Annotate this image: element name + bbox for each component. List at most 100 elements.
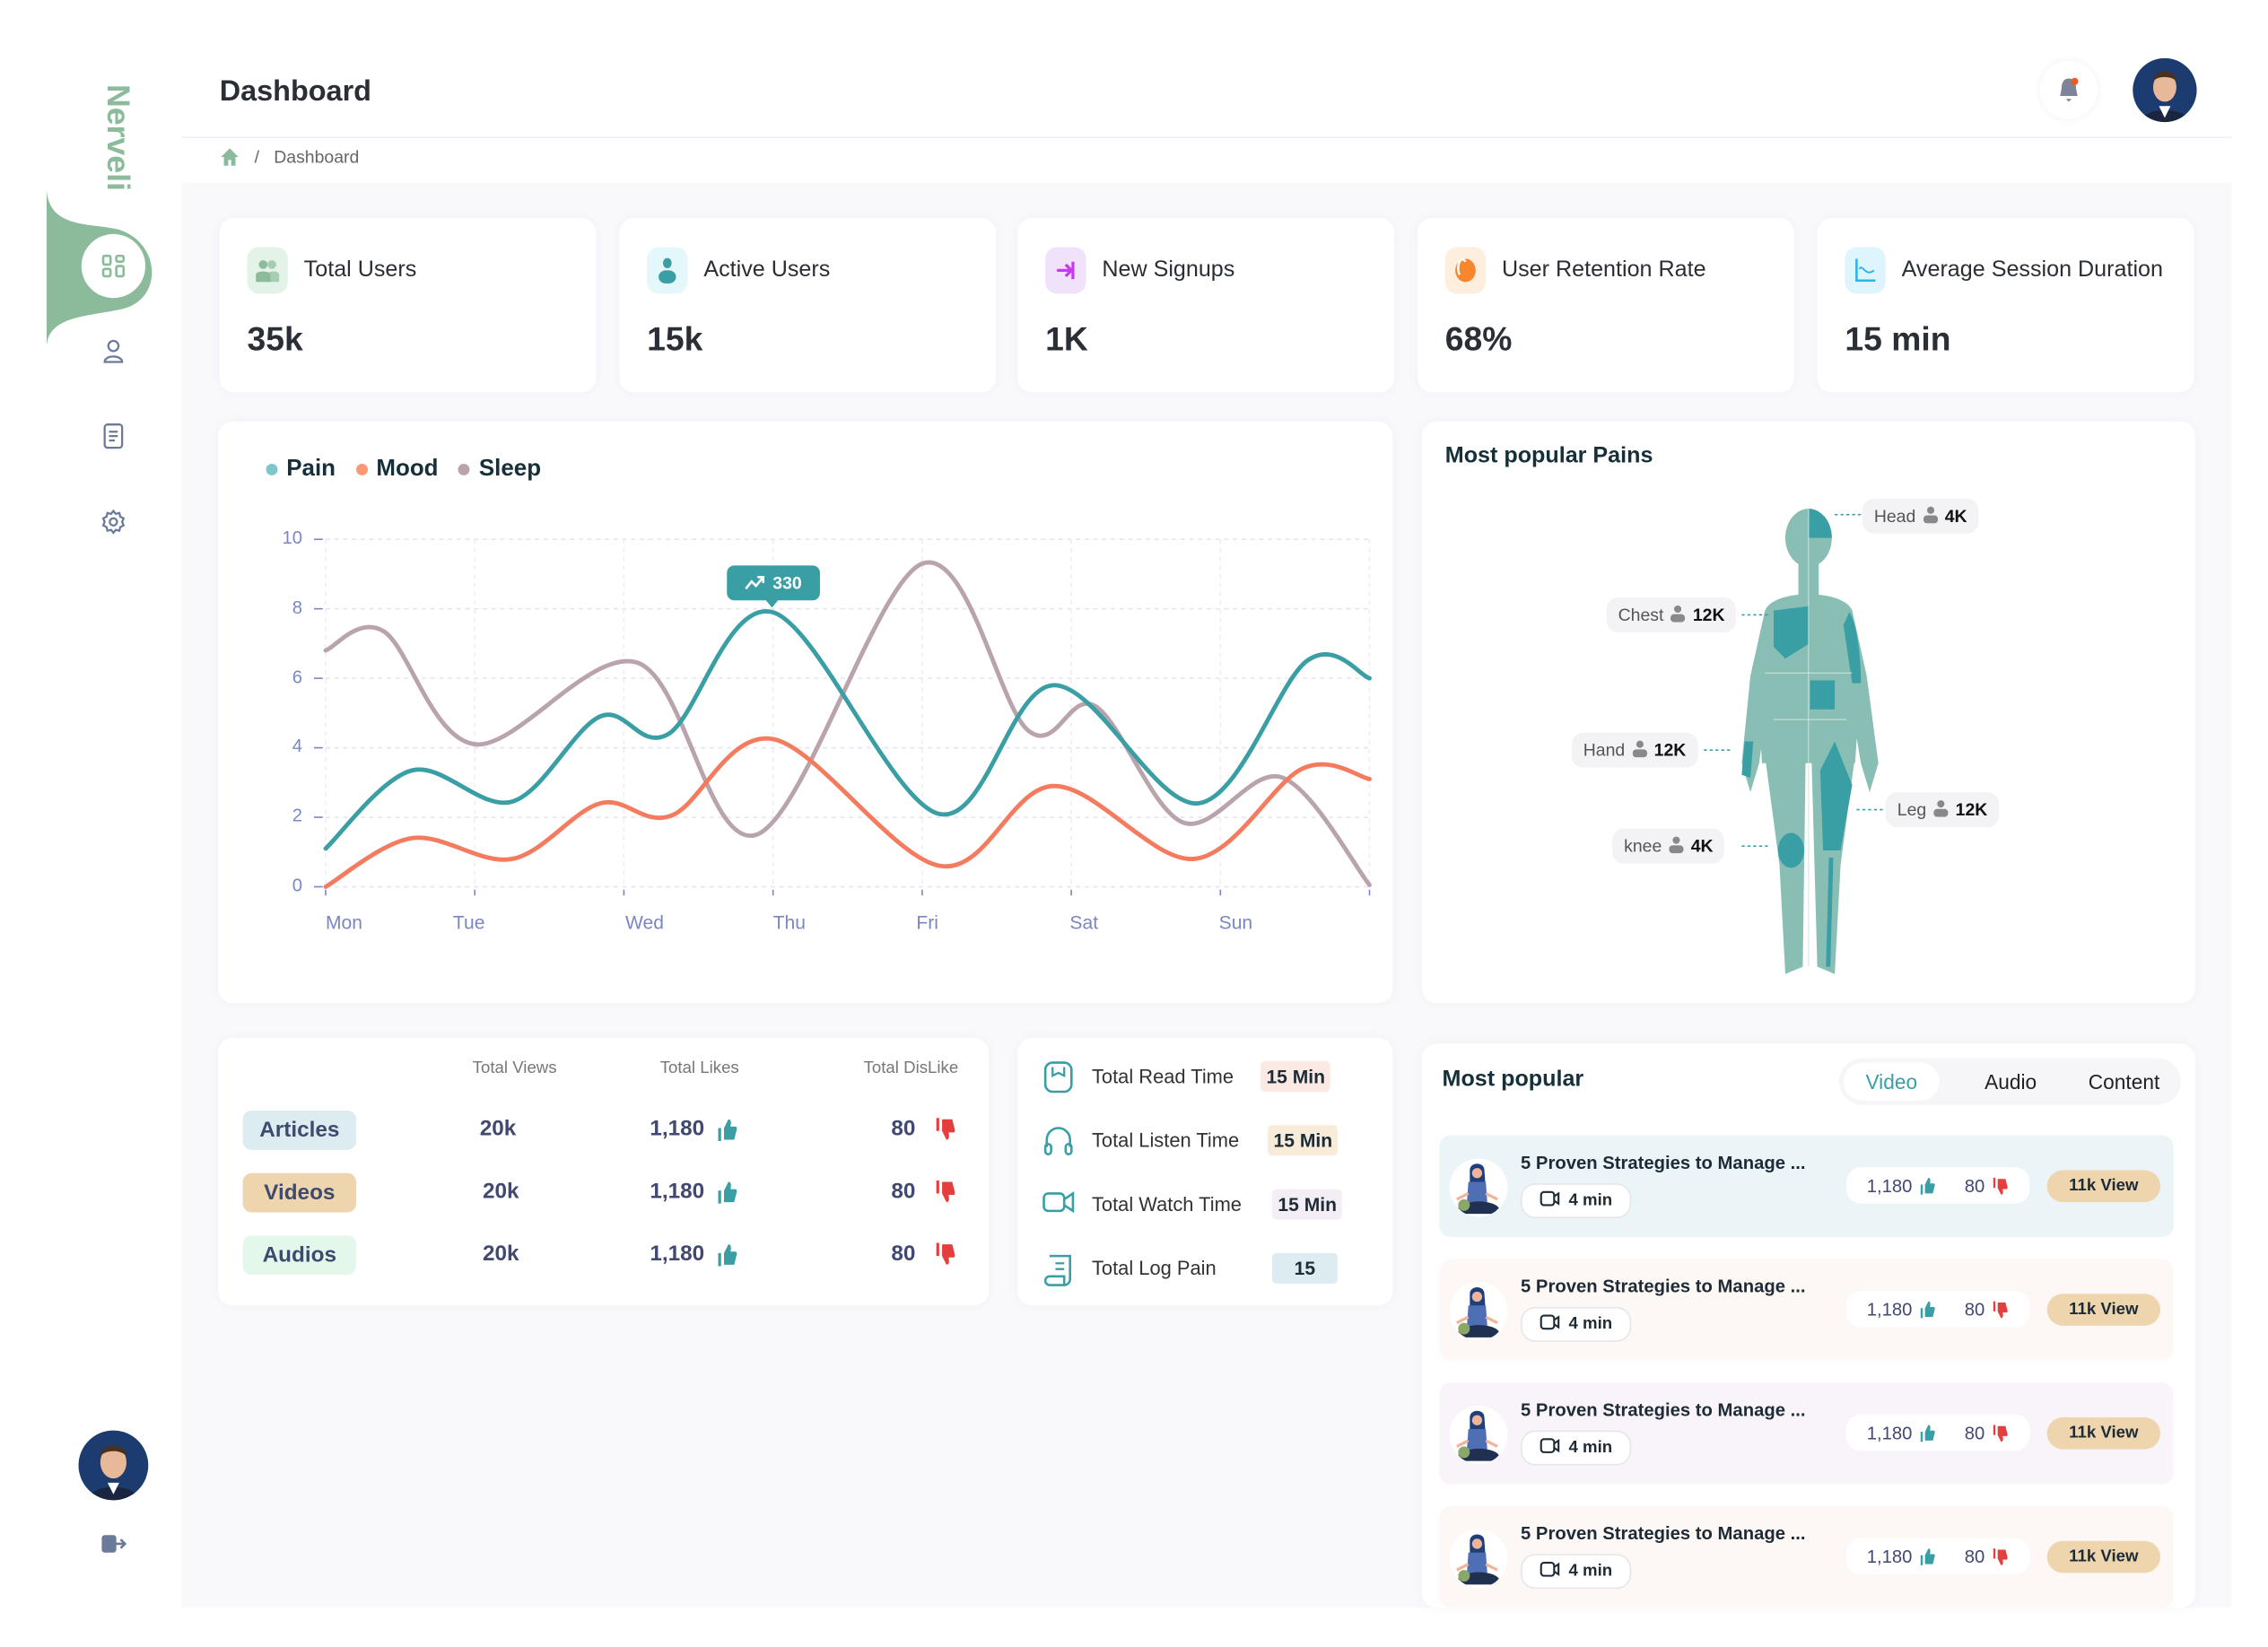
sidebar-avatar[interactable]	[78, 1430, 149, 1501]
pain-connectors	[1704, 513, 1886, 847]
person-icon	[1670, 604, 1686, 625]
headphones-icon	[1042, 1125, 1075, 1164]
meditation-illustration	[1456, 1410, 1499, 1461]
stat-label: Total Users	[303, 257, 417, 283]
stat-label: Average Session Duration	[1901, 257, 2163, 283]
item-title[interactable]: 5 Proven Strategies to Manage ...	[1521, 1523, 1806, 1544]
thumbs-up-icon	[1921, 1547, 1936, 1565]
user-avatar[interactable]	[2133, 57, 2197, 123]
pain-label: knee	[1624, 835, 1662, 857]
user-icon	[103, 339, 124, 363]
pain-tag-chest[interactable]: Chest 12K	[1606, 597, 1737, 632]
logout-button[interactable]	[96, 1527, 131, 1562]
tab-audio[interactable]: Audio	[1984, 1069, 2037, 1094]
views-button[interactable]: 11k View	[2046, 1170, 2161, 1203]
x-tick-label: Sat	[1069, 911, 1099, 934]
sidebar-item-dashboard[interactable]	[81, 233, 146, 299]
person-icon	[1669, 835, 1684, 857]
pain-tag-leg[interactable]: Leg 12K	[1885, 792, 2000, 828]
column-header: Total Views	[472, 1059, 557, 1077]
stat-card: Average Session Duration 15 min	[1817, 218, 2194, 393]
trend-up-icon	[746, 576, 765, 590]
stat-card: New Signups 1K	[1017, 218, 1395, 393]
time-stat-value: 15 Min	[1268, 1125, 1339, 1156]
meditation-illustration	[1456, 1534, 1499, 1585]
thumbs-up-icon	[1921, 1547, 1936, 1565]
sidebar-item-documents[interactable]	[96, 419, 131, 454]
meditation-illustration	[1456, 1286, 1499, 1338]
dislikes-cell: 80	[891, 1179, 916, 1204]
stat-card: Total Users 35k	[219, 218, 597, 393]
dislikes-cell: 80	[891, 1116, 916, 1142]
reactions: 1,180 80	[1846, 1167, 2030, 1204]
item-thumbnail	[1449, 1529, 1508, 1588]
logout-icon	[101, 1535, 126, 1553]
dislikes-count: 80	[1964, 1422, 1985, 1443]
thumbs-down-icon	[1993, 1424, 2009, 1442]
thumbs-up-icon	[718, 1244, 737, 1267]
stat-card: User Retention Rate 68%	[1417, 218, 1794, 393]
pain-label: Hand	[1583, 739, 1626, 761]
series-line-mood[interactable]	[323, 736, 1372, 889]
avatar-image	[2140, 71, 2190, 123]
video-icon	[1540, 1438, 1560, 1459]
trend-chart-card: Pain Mood Sleep	[218, 421, 1393, 1004]
y-tick-label: 0	[292, 875, 303, 896]
series-line-pain[interactable]	[323, 608, 1372, 851]
notification-button[interactable]	[2039, 61, 2098, 119]
pain-count: 4K	[1944, 505, 1967, 527]
gear-icon	[101, 509, 126, 535]
content-type-audios[interactable]: Audios	[242, 1235, 357, 1276]
breadcrumb-current[interactable]: Dashboard	[274, 146, 360, 168]
item-thumbnail	[1449, 1282, 1508, 1341]
stat-value: 35k	[247, 319, 303, 358]
legend-dot-mood	[355, 463, 368, 475]
views-button[interactable]: 11k View	[2046, 1416, 2161, 1450]
content-type-articles[interactable]: Articles	[242, 1111, 357, 1150]
sidebar: Nerveli	[43, 0, 184, 1607]
sidebar-item-users[interactable]	[96, 335, 131, 370]
tab-video[interactable]: Video	[1843, 1062, 1940, 1101]
item-title[interactable]: 5 Proven Strategies to Manage ...	[1521, 1276, 1806, 1297]
series-line-sleep[interactable]	[323, 560, 1372, 887]
stat-label: Active Users	[703, 257, 831, 283]
pain-tag-knee[interactable]: knee 4K	[1612, 828, 1725, 864]
pain-tag-hand[interactable]: Hand 12K	[1571, 732, 1698, 768]
views-button[interactable]: 11k View	[2046, 1294, 2161, 1326]
thumbs-up-icon	[1921, 1300, 1936, 1318]
likes-count: 1,180	[1866, 1175, 1913, 1196]
popular-list-item[interactable]: 5 Proven Strategies to Manage ... 4 min 1,…	[1439, 1382, 2174, 1485]
popular-list-item[interactable]: 5 Proven Strategies to Manage ... 4 min 1,…	[1439, 1135, 2174, 1238]
bell-icon	[2060, 77, 2079, 102]
popular-list-item[interactable]: 5 Proven Strategies to Manage ... 4 min 1,…	[1439, 1259, 2174, 1361]
page-title: Dashboard	[219, 75, 371, 108]
views-button[interactable]: 11k View	[2046, 1540, 2161, 1573]
tab-content[interactable]: Content	[2088, 1069, 2160, 1094]
item-title[interactable]: 5 Proven Strategies to Manage ...	[1521, 1399, 1806, 1421]
legend-sleep[interactable]: Sleep	[478, 456, 542, 482]
thumbs-down-icon	[1993, 1547, 2009, 1565]
time-stat-label: Total Log Pain	[1091, 1257, 1217, 1280]
video-icon	[1540, 1314, 1560, 1335]
stat-label: New Signups	[1102, 257, 1235, 283]
legend-mood[interactable]: Mood	[376, 456, 439, 482]
item-thumbnail	[1449, 1406, 1508, 1464]
views-cell: 20k	[483, 1179, 519, 1204]
x-tick-label: Fri	[916, 911, 938, 934]
duration-text: 4 min	[1568, 1563, 1613, 1581]
sidebar-item-settings[interactable]	[96, 504, 131, 539]
home-icon[interactable]	[220, 147, 240, 168]
item-title[interactable]: 5 Proven Strategies to Manage ...	[1521, 1153, 1806, 1173]
stat-value: 15 min	[1845, 319, 1951, 358]
popular-list-item[interactable]: 5 Proven Strategies to Manage ... 4 min 1,…	[1439, 1505, 2174, 1608]
stat-value: 68%	[1444, 319, 1513, 358]
x-tick-label: Mon	[325, 911, 362, 934]
chart-line-icon	[1845, 247, 1886, 294]
pain-tag-head[interactable]: Head 4K	[1862, 498, 1979, 534]
x-tick-label: Wed	[625, 911, 664, 934]
content-type-videos[interactable]: Videos	[242, 1172, 357, 1213]
legend-pain[interactable]: Pain	[286, 456, 336, 482]
duration-badge: 4 min	[1521, 1430, 1632, 1466]
chart-legend: Pain Mood Sleep	[266, 456, 542, 483]
duration-badge: 4 min	[1521, 1306, 1632, 1342]
